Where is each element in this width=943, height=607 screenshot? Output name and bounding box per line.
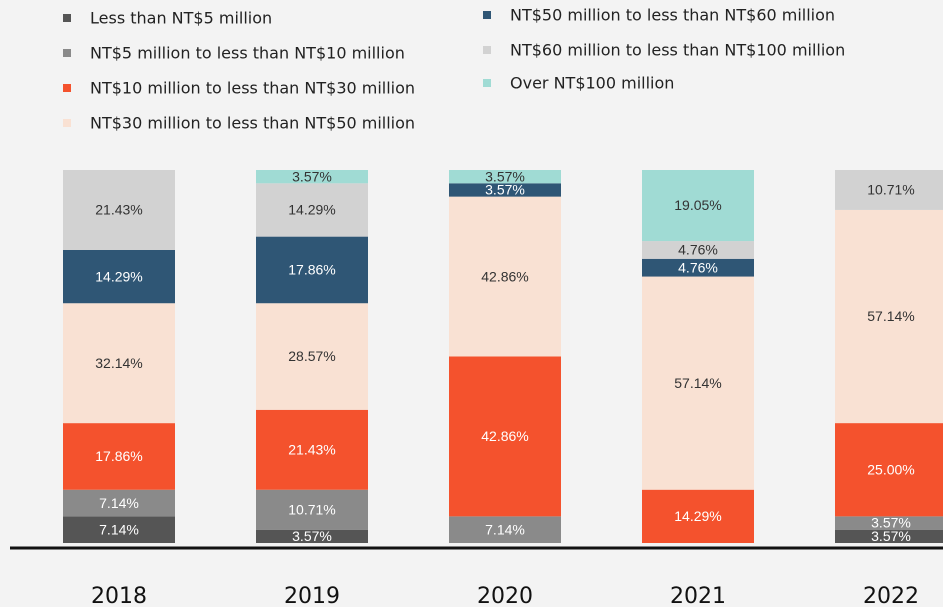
data-label: 17.86% <box>288 262 335 278</box>
bar-segment <box>63 249 175 304</box>
legend-swatch <box>483 11 491 19</box>
bar-segment <box>835 423 943 517</box>
data-label: 14.29% <box>95 268 142 284</box>
bar-segment <box>642 170 754 242</box>
legend-swatch <box>483 46 491 54</box>
bar-segment <box>642 276 754 490</box>
legend-label: NT$5 million to less than NT$10 million <box>90 44 405 63</box>
bar-segment <box>63 489 175 517</box>
bar-segment <box>642 489 754 543</box>
x-tick-label: 2022 <box>863 584 919 607</box>
legend-label: NT$30 million to less than NT$50 million <box>90 114 415 133</box>
bar-segment <box>256 236 368 304</box>
legend-label: Over NT$100 million <box>510 74 674 93</box>
data-label: 19.05% <box>674 197 721 213</box>
bar-segment <box>449 356 561 517</box>
bar-segment <box>63 516 175 543</box>
bar-segment <box>449 183 561 197</box>
bar-segment <box>835 516 943 530</box>
data-label: 4.76% <box>678 259 718 275</box>
bar-segment <box>256 303 368 410</box>
legend-swatch <box>483 79 491 87</box>
data-label: 28.57% <box>288 348 335 364</box>
bar-segment <box>642 241 754 259</box>
data-label: 57.14% <box>674 375 721 391</box>
data-label: 7.14% <box>99 521 139 537</box>
bar-segment <box>256 170 368 184</box>
data-label: 21.43% <box>288 441 335 457</box>
data-label: 32.14% <box>95 355 142 371</box>
data-label: 10.71% <box>288 501 335 517</box>
data-label: 25.00% <box>867 461 914 477</box>
data-label: 14.29% <box>288 202 335 218</box>
bar-segment <box>835 170 943 210</box>
bar-segment <box>835 529 943 543</box>
legend-swatch <box>63 119 71 127</box>
bar-segment <box>449 196 561 357</box>
bar-segment <box>63 170 175 250</box>
bar-segment <box>256 183 368 237</box>
bar-segment <box>63 423 175 490</box>
legend-swatch <box>63 49 71 57</box>
legend-label: Less than NT$5 million <box>90 9 272 28</box>
data-label: 3.57% <box>292 168 332 184</box>
x-tick-label: 2019 <box>284 584 340 607</box>
data-label: 7.14% <box>99 495 139 511</box>
data-label: 3.57% <box>292 528 332 544</box>
legend-swatch <box>63 84 71 92</box>
bar-segment <box>63 303 175 424</box>
bar-segment <box>256 529 368 543</box>
data-label: 14.29% <box>674 508 721 524</box>
data-label: 42.86% <box>481 428 528 444</box>
bar-segment <box>835 209 943 424</box>
data-label: 4.76% <box>678 242 718 258</box>
bar-segment <box>449 170 561 184</box>
legend-label: NT$50 million to less than NT$60 million <box>510 6 835 25</box>
data-label: 3.57% <box>485 168 525 184</box>
data-label: 17.86% <box>95 448 142 464</box>
bar-segment <box>642 258 754 277</box>
legend-swatch <box>63 14 71 22</box>
data-label: 3.57% <box>485 182 525 198</box>
data-label: 57.14% <box>867 308 914 324</box>
data-label: 42.86% <box>481 268 528 284</box>
bar-segment <box>256 409 368 490</box>
x-tick-label: 2020 <box>477 584 533 607</box>
data-label: 7.14% <box>485 521 525 537</box>
bar-segment <box>449 516 561 543</box>
x-tick-label: 2018 <box>91 584 147 607</box>
data-label: 3.57% <box>871 528 911 544</box>
x-tick-label: 2021 <box>670 584 726 607</box>
data-label: 21.43% <box>95 202 142 218</box>
bar-segment <box>256 489 368 530</box>
data-label: 3.57% <box>871 515 911 531</box>
legend-label: NT$10 million to less than NT$30 million <box>90 79 415 98</box>
data-label: 10.71% <box>867 182 914 198</box>
legend-label: NT$60 million to less than NT$100 millio… <box>510 41 845 60</box>
